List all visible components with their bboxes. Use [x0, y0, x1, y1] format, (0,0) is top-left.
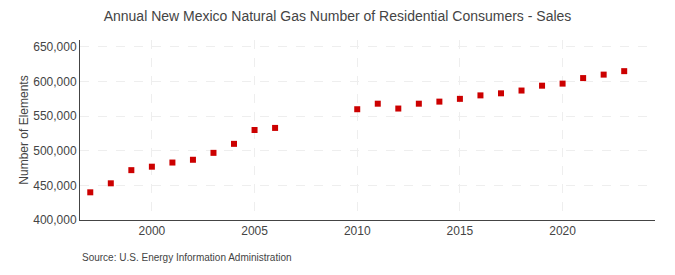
svg-text:550,000: 550,000 — [33, 109, 77, 123]
svg-text:650,000: 650,000 — [33, 40, 77, 54]
svg-text:2020: 2020 — [549, 224, 576, 238]
svg-text:2005: 2005 — [241, 224, 268, 238]
svg-text:Annual New Mexico Natural Gas: Annual New Mexico Natural Gas Number of … — [104, 8, 572, 24]
svg-text:500,000: 500,000 — [33, 144, 77, 158]
svg-text:2010: 2010 — [344, 224, 371, 238]
svg-text:2000: 2000 — [139, 224, 166, 238]
svg-text:600,000: 600,000 — [33, 75, 77, 89]
svg-text:Number of Elements: Number of Elements — [17, 75, 31, 184]
svg-text:Source: U.S. Energy Informatio: Source: U.S. Energy Information Administ… — [82, 252, 292, 263]
svg-text:450,000: 450,000 — [33, 179, 77, 193]
svg-text:400,000: 400,000 — [33, 213, 77, 227]
svg-text:2015: 2015 — [447, 224, 474, 238]
